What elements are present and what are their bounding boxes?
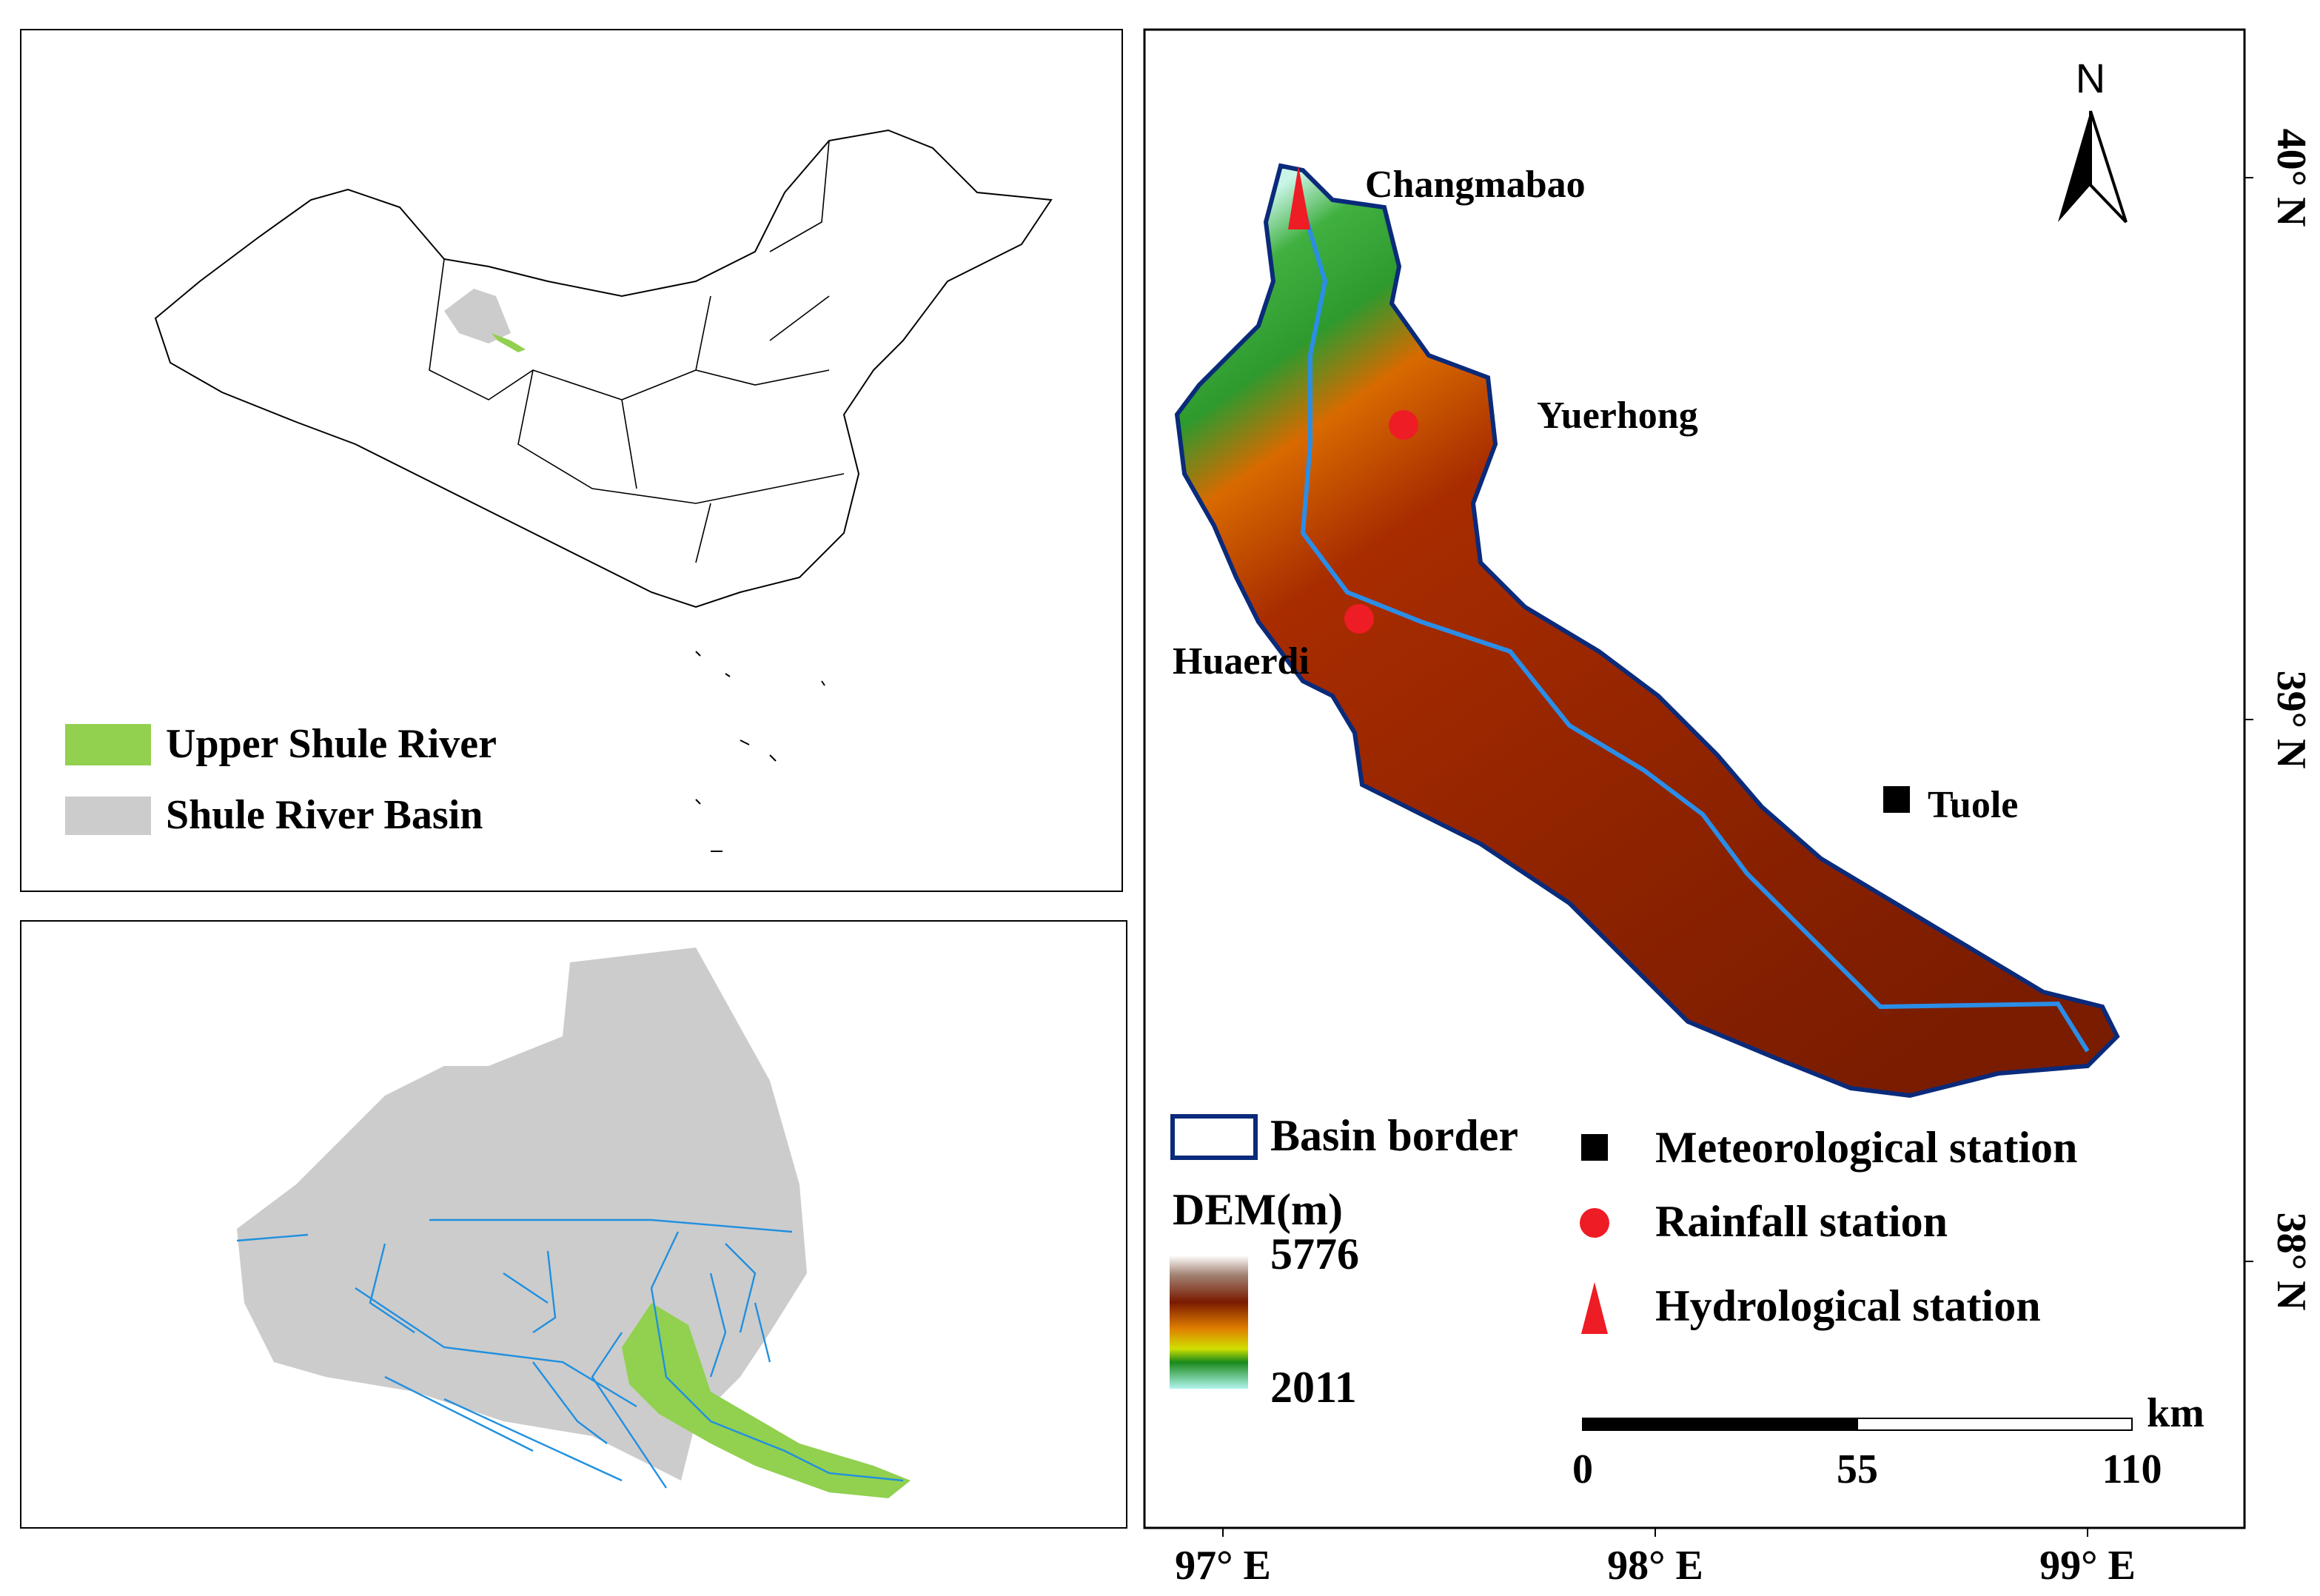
upper-basin-inset <box>492 333 526 352</box>
legend-swatch <box>65 724 151 765</box>
upper-shule <box>622 1303 911 1498</box>
station-label: Yuerhong <box>1537 395 1698 437</box>
legend-swatch <box>1170 1114 1258 1160</box>
scale-segment <box>1582 1418 1858 1431</box>
river <box>236 1218 904 1489</box>
dem-min: 2011 <box>1270 1363 1357 1412</box>
dem-colorbar <box>1170 1255 1248 1389</box>
x-tick-label: 99° E <box>2039 1543 2136 1589</box>
country-outline <box>154 129 1053 608</box>
station-label: Huaerdi <box>1173 640 1310 683</box>
north-arrow <box>2058 111 2091 222</box>
x-tick-label: 97° E <box>1175 1543 1271 1589</box>
y-tick-label: 38° N <box>2268 1213 2314 1311</box>
dem-max: 5776 <box>1270 1230 1359 1278</box>
station-label: Tuole <box>1928 784 2018 826</box>
legend-label: Basin border <box>1270 1111 1518 1160</box>
rainfall-station <box>1389 410 1418 440</box>
province-lines <box>429 140 845 563</box>
panel <box>20 920 1127 1529</box>
scale-unit: km <box>2147 1390 2205 1436</box>
scale-label: 110 <box>2102 1446 2162 1492</box>
north-arrow <box>2089 110 2128 224</box>
scale-segment <box>1857 1418 2133 1431</box>
legend-label: Meteorological station <box>1655 1123 2077 1172</box>
x-tick-label: 98° E <box>1607 1543 1703 1589</box>
station-label: Changmabao <box>1365 164 1586 206</box>
hydrological-station <box>1288 166 1310 229</box>
meteorological-station <box>1883 786 1910 813</box>
main-river <box>1296 192 2090 1053</box>
legend-label: Rainfall station <box>1655 1197 1948 1246</box>
scale-label: 0 <box>1572 1446 1593 1492</box>
scale-label: 55 <box>1837 1446 1878 1492</box>
y-tick-label: 40° N <box>2268 129 2314 227</box>
legend-swatch <box>1581 1282 1608 1334</box>
dem-title: DEM(m) <box>1173 1185 1343 1234</box>
legend-label: Upper Shule River <box>166 721 497 767</box>
legend-swatch <box>1580 1208 1609 1238</box>
panel <box>1143 28 2246 1529</box>
basin-dem <box>1174 163 2120 1099</box>
legend-label: Shule River Basin <box>166 792 483 838</box>
legend-swatch <box>1581 1134 1608 1161</box>
islands <box>695 651 825 852</box>
north-label: N <box>2076 55 2105 101</box>
legend-swatch <box>65 797 151 835</box>
rainfall-station <box>1344 604 1374 634</box>
basin-inset <box>444 289 511 343</box>
panel <box>20 29 1123 892</box>
legend-label: Hydrological station <box>1655 1281 2041 1330</box>
y-tick-label: 39° N <box>2268 671 2314 769</box>
